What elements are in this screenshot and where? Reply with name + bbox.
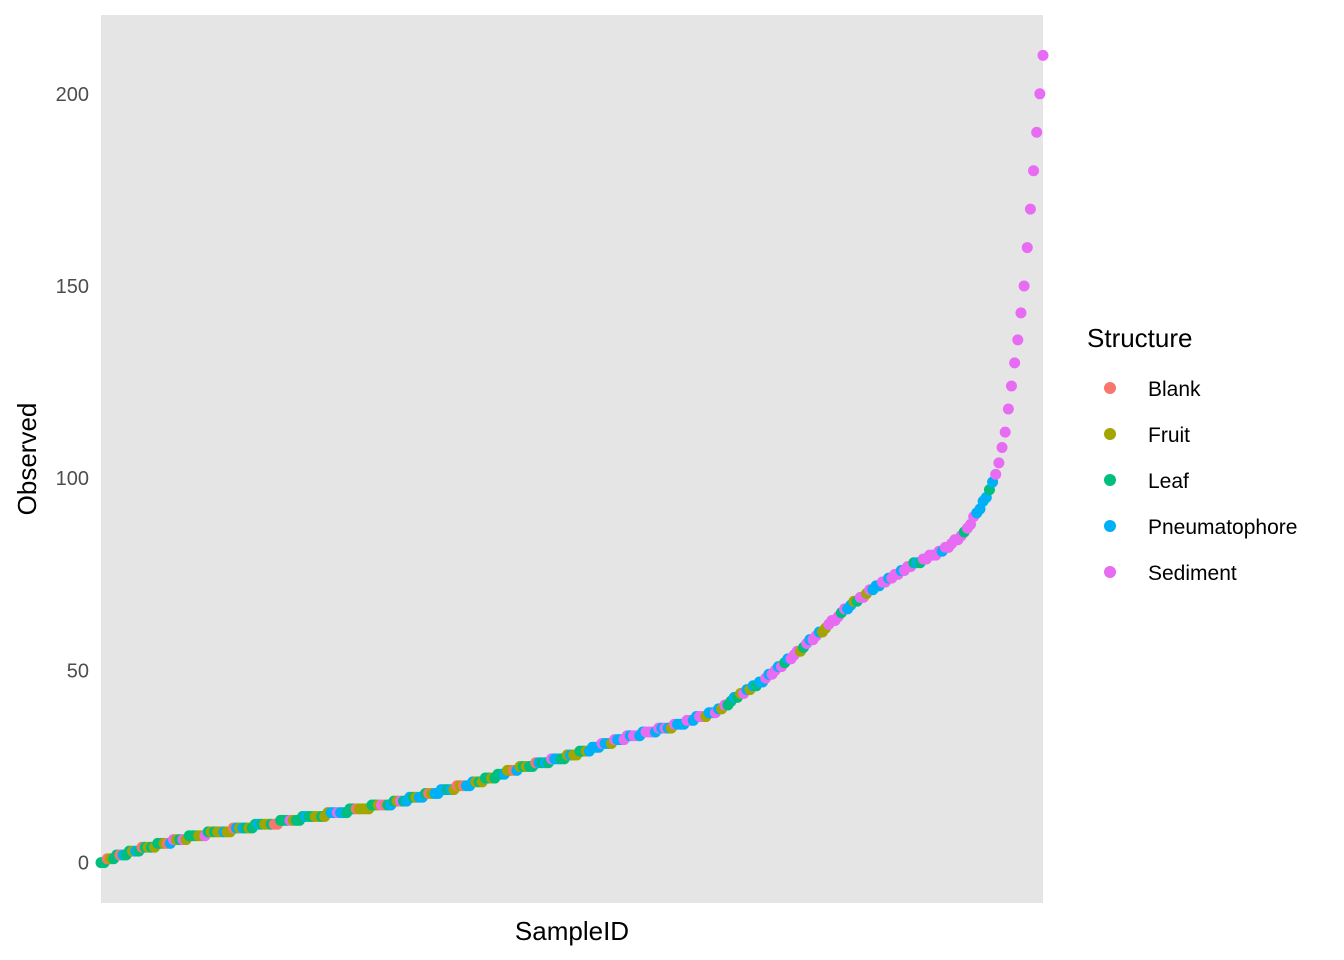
legend-label-leaf: Leaf [1148, 470, 1189, 493]
data-point-sediment [1002, 403, 1014, 415]
y-tick-label: 0 [78, 853, 89, 875]
legend-title: Structure [1087, 323, 1193, 353]
data-point-sediment [1012, 334, 1024, 346]
legend-key-sediment [1104, 566, 1116, 578]
legend: Structure Blank Fruit Leaf Pneumatophore Sed… [1087, 323, 1297, 585]
y-tick-label: 50 [67, 660, 89, 682]
data-points [95, 49, 1049, 869]
data-point-sediment [1005, 380, 1017, 392]
data-point-sediment [1024, 203, 1036, 215]
y-axis-ticks: 0 50 100 150 200 [56, 84, 89, 875]
legend-key-leaf [1104, 474, 1116, 486]
y-tick-label: 150 [56, 276, 89, 298]
legend-label-sediment: Sediment [1148, 562, 1237, 585]
legend-key-blank [1104, 382, 1116, 394]
data-point-sediment [999, 426, 1011, 438]
plot-panel [101, 15, 1043, 903]
data-point-sediment [1031, 126, 1043, 138]
data-point-sediment [1028, 165, 1040, 177]
legend-label-fruit: Fruit [1148, 424, 1190, 447]
data-point-sediment [1021, 242, 1033, 254]
data-point-sediment [1037, 49, 1049, 61]
data-point-sediment [1015, 307, 1027, 319]
data-point-sediment [993, 457, 1005, 469]
legend-key-fruit [1104, 428, 1116, 440]
data-point-sediment [996, 441, 1008, 453]
y-tick-label: 200 [56, 84, 89, 106]
y-tick-label: 100 [56, 468, 89, 490]
legend-label-pneumatophore: Pneumatophore [1148, 516, 1297, 539]
legend-items: Blank Fruit Leaf Pneumatophore Sediment [1104, 378, 1297, 585]
data-point-sediment [1018, 280, 1030, 292]
data-point-sediment [990, 468, 1002, 480]
legend-label-blank: Blank [1148, 378, 1201, 401]
legend-key-pneumatophore [1104, 520, 1116, 532]
y-axis-title: Observed [12, 403, 42, 516]
data-point-sediment [1034, 88, 1046, 100]
x-axis-title: SampleID [515, 916, 629, 946]
data-point-sediment [1009, 357, 1021, 369]
